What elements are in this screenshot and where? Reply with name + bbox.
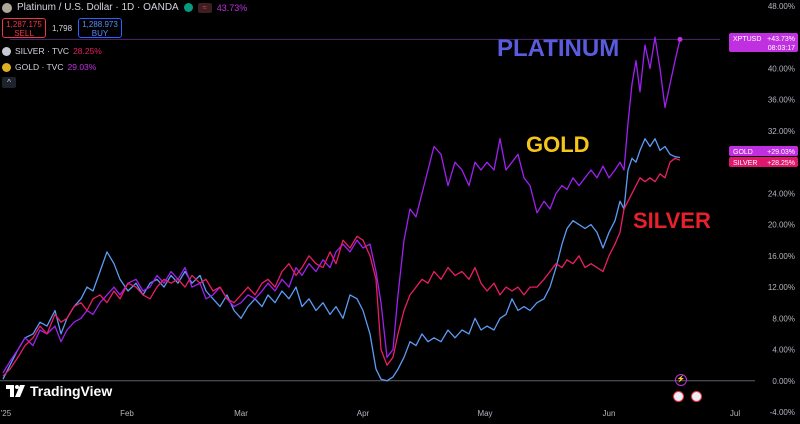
price-label-silver: SILVER +28.25%	[729, 157, 798, 167]
sell-button[interactable]: 1,287.175 SELL	[2, 18, 46, 38]
legend-value: 28.25%	[73, 46, 102, 56]
gold-symbol-icon	[2, 62, 11, 72]
x-tick-label: Feb	[120, 409, 134, 418]
grid-layer	[0, 38, 755, 382]
x-tick-label: '25	[1, 409, 12, 418]
annotation-gold: GOLD	[526, 132, 590, 157]
spread-value: 1,798	[52, 24, 73, 33]
y-tick-label: 16.00%	[768, 252, 795, 261]
price-label-box	[729, 33, 798, 52]
legend-value: 29.03%	[67, 62, 97, 72]
legend-item-gold[interactable]: GOLD · TVC 29.03%	[2, 62, 96, 72]
y-tick-label: 12.00%	[768, 283, 795, 292]
price-label-countdown: 08:03:17	[768, 45, 795, 52]
x-tick-label: Jul	[730, 409, 740, 418]
y-tick-label: 40.00%	[768, 64, 795, 73]
legend-label: SILVER · TVC	[15, 46, 70, 56]
price-label-platinum: GOLD +29.03%	[729, 146, 798, 156]
price-label-box	[729, 146, 798, 156]
y-tick-label: 4.00%	[772, 346, 795, 355]
price-label-value: +29.03%	[767, 149, 795, 156]
x-tick-label: Mar	[234, 409, 248, 418]
change-percent: 43.73%	[216, 2, 248, 13]
collapse-legend-button[interactable]: ^	[2, 77, 16, 88]
y-tick-label: 32.00%	[768, 127, 795, 136]
series-line-silver	[2, 157, 681, 377]
y-tick-label: 24.00%	[768, 189, 795, 198]
price-label-name: SILVER	[733, 160, 757, 167]
status-badge: ≈	[197, 2, 212, 13]
silver-symbol-icon	[2, 46, 11, 56]
price-label-value: +28.25%	[767, 160, 795, 167]
annotation-layer: PLATINUM GOLD SILVER	[497, 35, 711, 233]
legend-label: GOLD · TVC	[15, 62, 64, 72]
axis-layer: -4.00% 0.00% 4.00% 8.00% 12.00% 16.00% 20.00% 2…	[1, 2, 798, 418]
price-label-gold: XPTUSD +43.73% 08:03:17	[729, 33, 798, 52]
y-tick-label: 36.00%	[768, 96, 795, 105]
buy-price: 1,288.973	[82, 20, 118, 29]
tradingview-logo-icon	[6, 385, 25, 397]
us-flag-icon[interactable]	[673, 391, 684, 402]
series-layer	[2, 36, 683, 382]
last-point-marker	[677, 36, 683, 42]
x-tick-label: Jun	[603, 409, 616, 418]
tradingview-logo[interactable]: TradingView	[6, 383, 112, 399]
x-tick-label: May	[477, 409, 492, 418]
symbol-title[interactable]: Platinum / U.S. Dollar · 1D · OANDA	[17, 2, 179, 13]
price-label-value: +43.73%	[767, 36, 795, 43]
us-flag-icon[interactable]	[691, 391, 702, 402]
price-label-name: GOLD	[733, 149, 753, 156]
market-open-icon	[183, 3, 193, 12]
y-tick-label: 20.00%	[768, 221, 795, 230]
brand-name: TradingView	[30, 383, 113, 399]
buy-label: BUY	[91, 29, 109, 38]
flash-event-icon[interactable]: ⚡	[675, 374, 687, 386]
annotation-platinum: PLATINUM	[497, 35, 619, 62]
y-tick-label: 48.00%	[768, 2, 795, 11]
series-line-gold	[2, 36, 681, 374]
y-tick-label: -4.00%	[770, 408, 795, 417]
sell-price: 1,287.175	[6, 20, 42, 29]
symbol-header[interactable]: Platinum / U.S. Dollar · 1D · OANDA ≈ 43…	[2, 2, 247, 13]
y-tick-label: 0.00%	[772, 377, 795, 386]
legend-item-silver[interactable]: SILVER · TVC 28.25%	[2, 46, 102, 56]
platinum-symbol-icon	[2, 2, 12, 13]
price-label-name: XPTUSD	[733, 36, 761, 43]
buy-button[interactable]: 1,288.973 BUY	[78, 18, 122, 38]
annotation-silver: SILVER	[633, 208, 711, 233]
sell-label: SELL	[14, 29, 34, 38]
price-label-box	[729, 157, 798, 167]
x-tick-label: Apr	[357, 409, 370, 418]
series-line-platinum	[2, 138, 681, 382]
y-tick-label: 8.00%	[772, 314, 795, 323]
